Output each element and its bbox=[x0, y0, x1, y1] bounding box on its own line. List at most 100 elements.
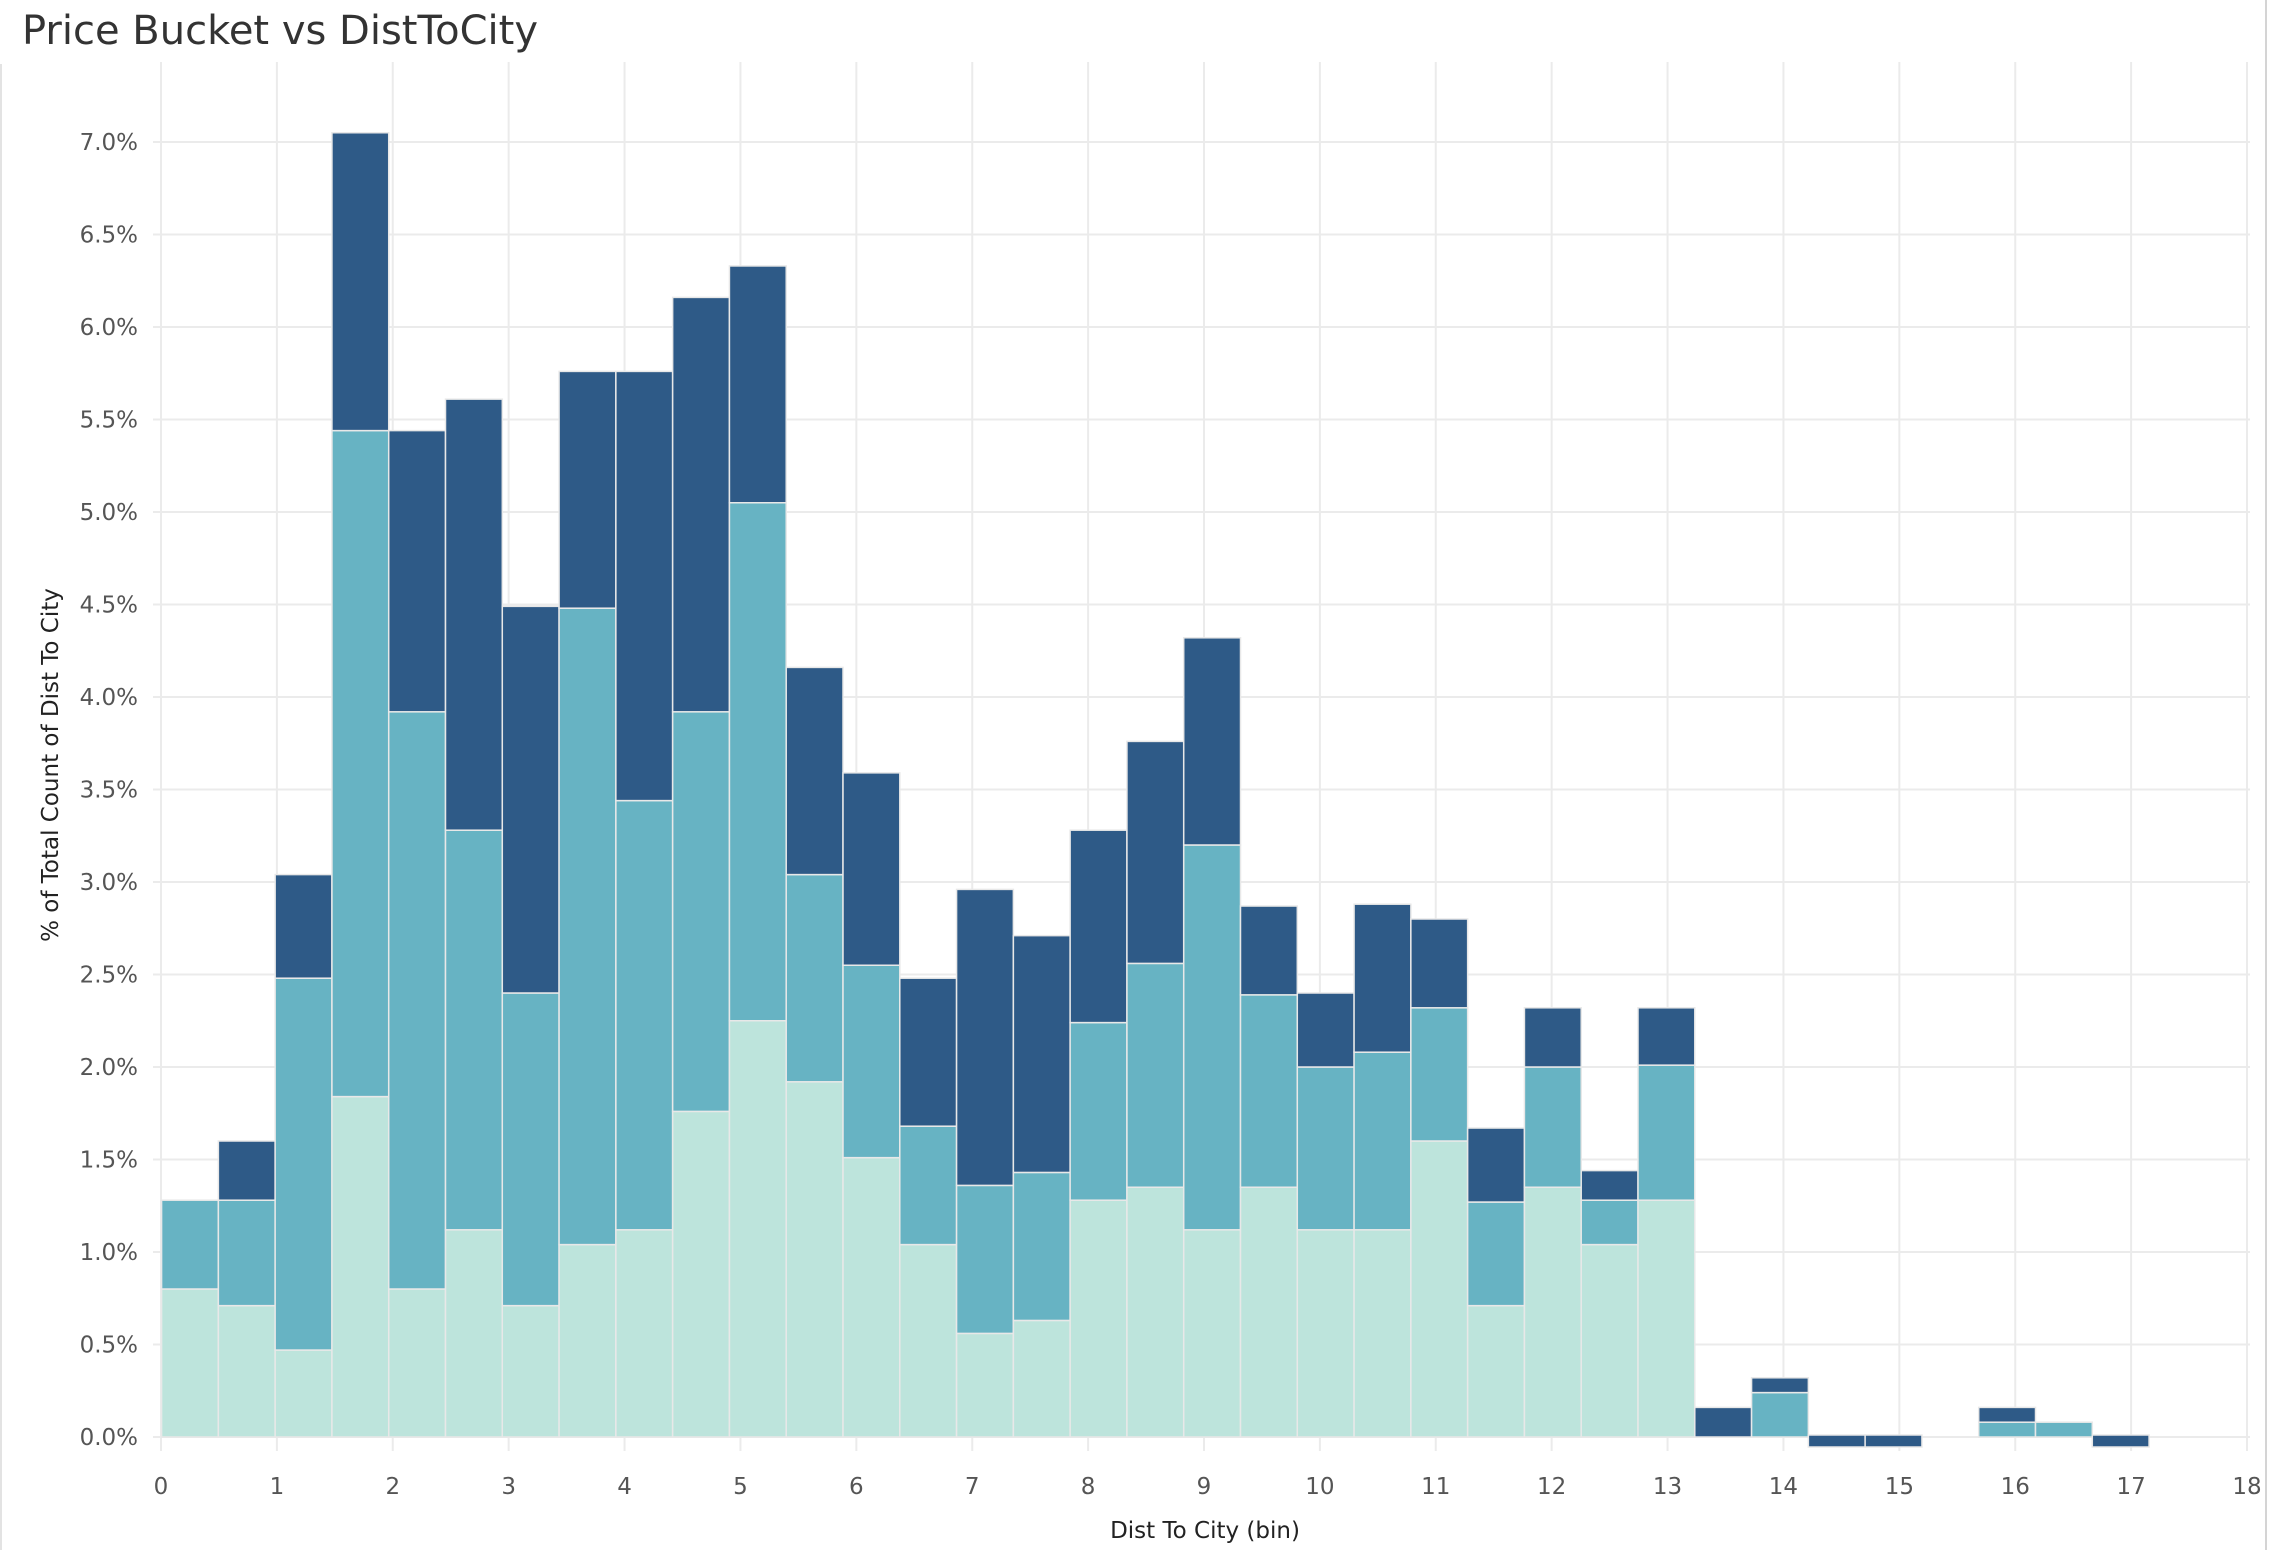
bar-segment-low bbox=[1410, 1140, 1469, 1438]
bar-segment-high bbox=[615, 370, 674, 802]
bar-segment-low bbox=[728, 1020, 787, 1438]
left-divider bbox=[0, 64, 2, 1550]
y-tick-label: 5.0% bbox=[80, 500, 138, 526]
bar-segment-low bbox=[1296, 1229, 1355, 1438]
bar-segment-low bbox=[558, 1243, 617, 1438]
x-tick-label: 1 bbox=[270, 1474, 285, 1500]
bar-segment-mid bbox=[728, 502, 787, 1022]
bar-segment-high bbox=[1637, 1007, 1696, 1066]
x-tick-label: 16 bbox=[2001, 1474, 2030, 1500]
y-tick-label: 0.5% bbox=[80, 1333, 138, 1359]
bar-segment-low bbox=[1637, 1199, 1696, 1438]
x-tick-label: 5 bbox=[733, 1474, 748, 1500]
bar-segment-mid bbox=[274, 977, 333, 1351]
bar-segment-low bbox=[444, 1229, 504, 1438]
bar-segment-high bbox=[955, 888, 1015, 1187]
bar-segment-high bbox=[558, 370, 617, 609]
bar-segment-low bbox=[217, 1304, 276, 1438]
y-tick-label: 4.5% bbox=[80, 593, 138, 619]
bar-segment-low bbox=[1239, 1186, 1299, 1438]
bar-segment-mid bbox=[1239, 994, 1299, 1188]
bar-segment-low bbox=[1126, 1186, 1185, 1438]
bar-segment-high bbox=[1580, 1169, 1639, 1201]
y-tick-label: 1.0% bbox=[80, 1240, 138, 1266]
bar-segment-mid bbox=[1012, 1171, 1071, 1322]
y-tick-label: 6.0% bbox=[80, 315, 138, 341]
bar-segment-low bbox=[501, 1304, 560, 1438]
bar-segment-high bbox=[1750, 1377, 1810, 1394]
bar-segment-high bbox=[501, 605, 560, 994]
x-tick-label: 17 bbox=[2116, 1474, 2145, 1500]
x-tick-label: 10 bbox=[1305, 1474, 1334, 1500]
bar-segment-low bbox=[842, 1156, 901, 1438]
bar-segment-mid bbox=[785, 873, 844, 1083]
bar-segment-high bbox=[1126, 740, 1185, 965]
y-tick-label: 1.5% bbox=[80, 1148, 138, 1174]
bar-segment-low bbox=[615, 1229, 674, 1438]
bar-segment-low bbox=[955, 1332, 1015, 1438]
y-tick-label: 5.5% bbox=[80, 408, 138, 434]
bar-segment-high bbox=[1523, 1007, 1582, 1068]
bar-segment-mid bbox=[1466, 1201, 1526, 1307]
bar-segment-high bbox=[899, 977, 958, 1127]
x-tick-label: 0 bbox=[154, 1474, 169, 1500]
bar-segment-high bbox=[1182, 637, 1242, 846]
bar-segment-high bbox=[1807, 1434, 1866, 1448]
chart-title: Price Bucket vs DistToCity bbox=[22, 8, 538, 54]
bar-segment-mid bbox=[955, 1184, 1015, 1335]
bar-segment-mid bbox=[671, 711, 731, 1113]
x-tick-label: 9 bbox=[1197, 1474, 1212, 1500]
bar-segment-mid bbox=[1637, 1064, 1696, 1201]
bar-segment-high bbox=[842, 772, 901, 966]
bars bbox=[160, 132, 2150, 1448]
x-tick-label: 7 bbox=[965, 1474, 980, 1500]
y-axis-ticks: 0.0% 0.5% 1.0% 1.5% 2.0% 2.5% 3.0% 3.5% 4.0% 4.5%… bbox=[80, 130, 138, 1451]
bar-segment-mid bbox=[501, 992, 560, 1307]
y-axis-title: % of Total Count of Dist To City bbox=[38, 588, 64, 942]
bar-segment-high bbox=[1410, 918, 1469, 1009]
bar-segment-mid bbox=[1410, 1007, 1469, 1142]
bar-segment-high bbox=[2091, 1434, 2150, 1448]
bar-segment-high bbox=[1977, 1406, 2037, 1423]
bar-segment-mid bbox=[615, 799, 674, 1231]
bar-segment-high bbox=[217, 1140, 276, 1201]
bar-segment-mid bbox=[1580, 1199, 1639, 1246]
x-tick-label: 12 bbox=[1537, 1474, 1566, 1500]
bar-segment-low bbox=[1466, 1304, 1526, 1438]
bar-segment-low bbox=[1182, 1229, 1242, 1438]
bar-segment-mid bbox=[1069, 1021, 1128, 1201]
bar-segment-mid bbox=[217, 1199, 276, 1307]
bar-segment-mid bbox=[1126, 962, 1185, 1189]
x-tick-label: 2 bbox=[385, 1474, 400, 1500]
bar-segment-high bbox=[274, 873, 333, 979]
bar-segment-low bbox=[1069, 1199, 1128, 1438]
y-tick-label: 0.0% bbox=[80, 1425, 138, 1451]
x-tick-label: 15 bbox=[1885, 1474, 1914, 1500]
bar-segment-low bbox=[899, 1243, 958, 1438]
x-tick-label: 8 bbox=[1081, 1474, 1096, 1500]
bar-segment-mid bbox=[1296, 1066, 1355, 1231]
y-tick-label: 3.0% bbox=[80, 870, 138, 896]
bar-segment-low bbox=[331, 1095, 390, 1438]
bar-segment-high bbox=[444, 398, 504, 831]
x-tick-label: 6 bbox=[849, 1474, 864, 1500]
bar-segment-low bbox=[160, 1288, 220, 1438]
x-tick-label: 4 bbox=[617, 1474, 632, 1500]
bar-segment-high bbox=[1012, 934, 1071, 1174]
x-tick-label: 18 bbox=[2232, 1474, 2261, 1500]
x-axis-title: Dist To City (bin) bbox=[1110, 1518, 1300, 1544]
y-tick-label: 2.5% bbox=[80, 963, 138, 989]
bar-segment-high bbox=[1296, 992, 1355, 1068]
y-tick-label: 7.0% bbox=[80, 130, 138, 156]
bar-segment-high bbox=[1466, 1127, 1526, 1203]
bar-segment-high bbox=[1069, 829, 1128, 1024]
bar-segment-mid bbox=[842, 964, 901, 1159]
bar-segment-low bbox=[671, 1110, 731, 1438]
bar-segment-high bbox=[728, 265, 787, 504]
bar-segment-high bbox=[671, 296, 731, 713]
bar-segment-mid bbox=[331, 429, 390, 1098]
bar-segment-mid bbox=[1523, 1066, 1582, 1188]
bar-segment-low bbox=[1580, 1243, 1639, 1438]
x-tick-label: 13 bbox=[1653, 1474, 1682, 1500]
y-tick-label: 2.0% bbox=[80, 1055, 138, 1081]
